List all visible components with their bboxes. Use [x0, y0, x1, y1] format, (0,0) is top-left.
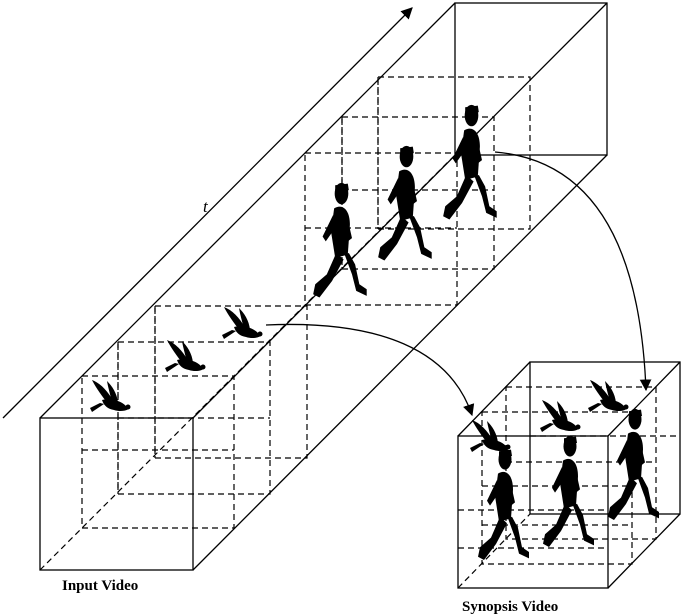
- bird-silhouette-icon: [588, 380, 629, 412]
- runner-silhouette-icon: [543, 435, 594, 547]
- runner-silhouette-icon: [313, 182, 367, 298]
- runner-silhouette-icon: [608, 408, 659, 520]
- time-axis-label: t: [203, 197, 209, 216]
- time-axis: t: [2, 7, 413, 419]
- runner-silhouette-icon: [478, 448, 529, 560]
- input-birds: [90, 307, 263, 412]
- bird-silhouette-icon: [540, 400, 581, 432]
- synopsis-birds: [470, 380, 629, 452]
- bird-mapping-arrow: [265, 323, 475, 417]
- bird-silhouette-icon: [222, 307, 263, 339]
- runner-silhouette-icon: [378, 145, 432, 261]
- runner-mapping-arrow: [494, 151, 652, 392]
- synopsis-video-label: Synopsis Video: [462, 599, 558, 615]
- mapping-arrows: [265, 151, 652, 417]
- bird-silhouette-icon: [165, 340, 206, 372]
- bird-silhouette-icon: [90, 380, 131, 412]
- input-video-label: Input Video: [62, 578, 138, 594]
